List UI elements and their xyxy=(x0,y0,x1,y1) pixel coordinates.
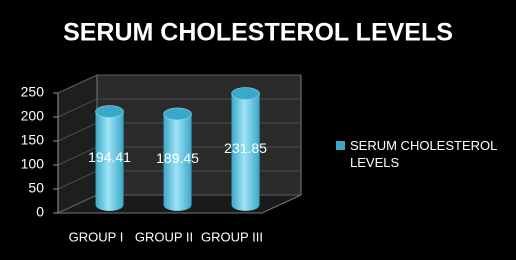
bar-top xyxy=(95,105,124,118)
legend: SERUM CHOLESTEROL LEVELS xyxy=(336,137,511,171)
bar-body xyxy=(231,93,260,211)
legend-label: SERUM CHOLESTEROL LEVELS xyxy=(350,138,497,170)
x-tick-label: GROUP II xyxy=(135,229,193,244)
value-label: 189.45 xyxy=(156,150,199,166)
y-tick-label: 250 xyxy=(21,84,45,100)
bar-top xyxy=(163,107,192,121)
bar xyxy=(95,105,124,211)
x-tick-label: GROUP III xyxy=(201,229,263,244)
value-label: 194.41 xyxy=(88,149,131,165)
bar xyxy=(163,107,192,211)
bar-top xyxy=(231,87,260,100)
side-wall xyxy=(57,74,98,214)
grid-line xyxy=(57,74,301,94)
legend-swatch xyxy=(336,141,345,150)
bar-body xyxy=(163,113,192,211)
y-tick-label: 200 xyxy=(21,108,45,124)
chart-title: SERUM CHOLESTEROL LEVELS xyxy=(63,19,453,47)
back-wall xyxy=(96,74,302,196)
y-tick-label: 100 xyxy=(21,156,45,172)
value-label: 231.85 xyxy=(224,140,267,156)
x-tick-label: GROUP I xyxy=(69,229,124,244)
bar xyxy=(231,87,260,211)
y-tick-label: 50 xyxy=(28,180,44,196)
bar-body xyxy=(95,111,124,211)
y-tick-label: 0 xyxy=(36,204,44,220)
y-tick-label: 150 xyxy=(21,132,45,148)
